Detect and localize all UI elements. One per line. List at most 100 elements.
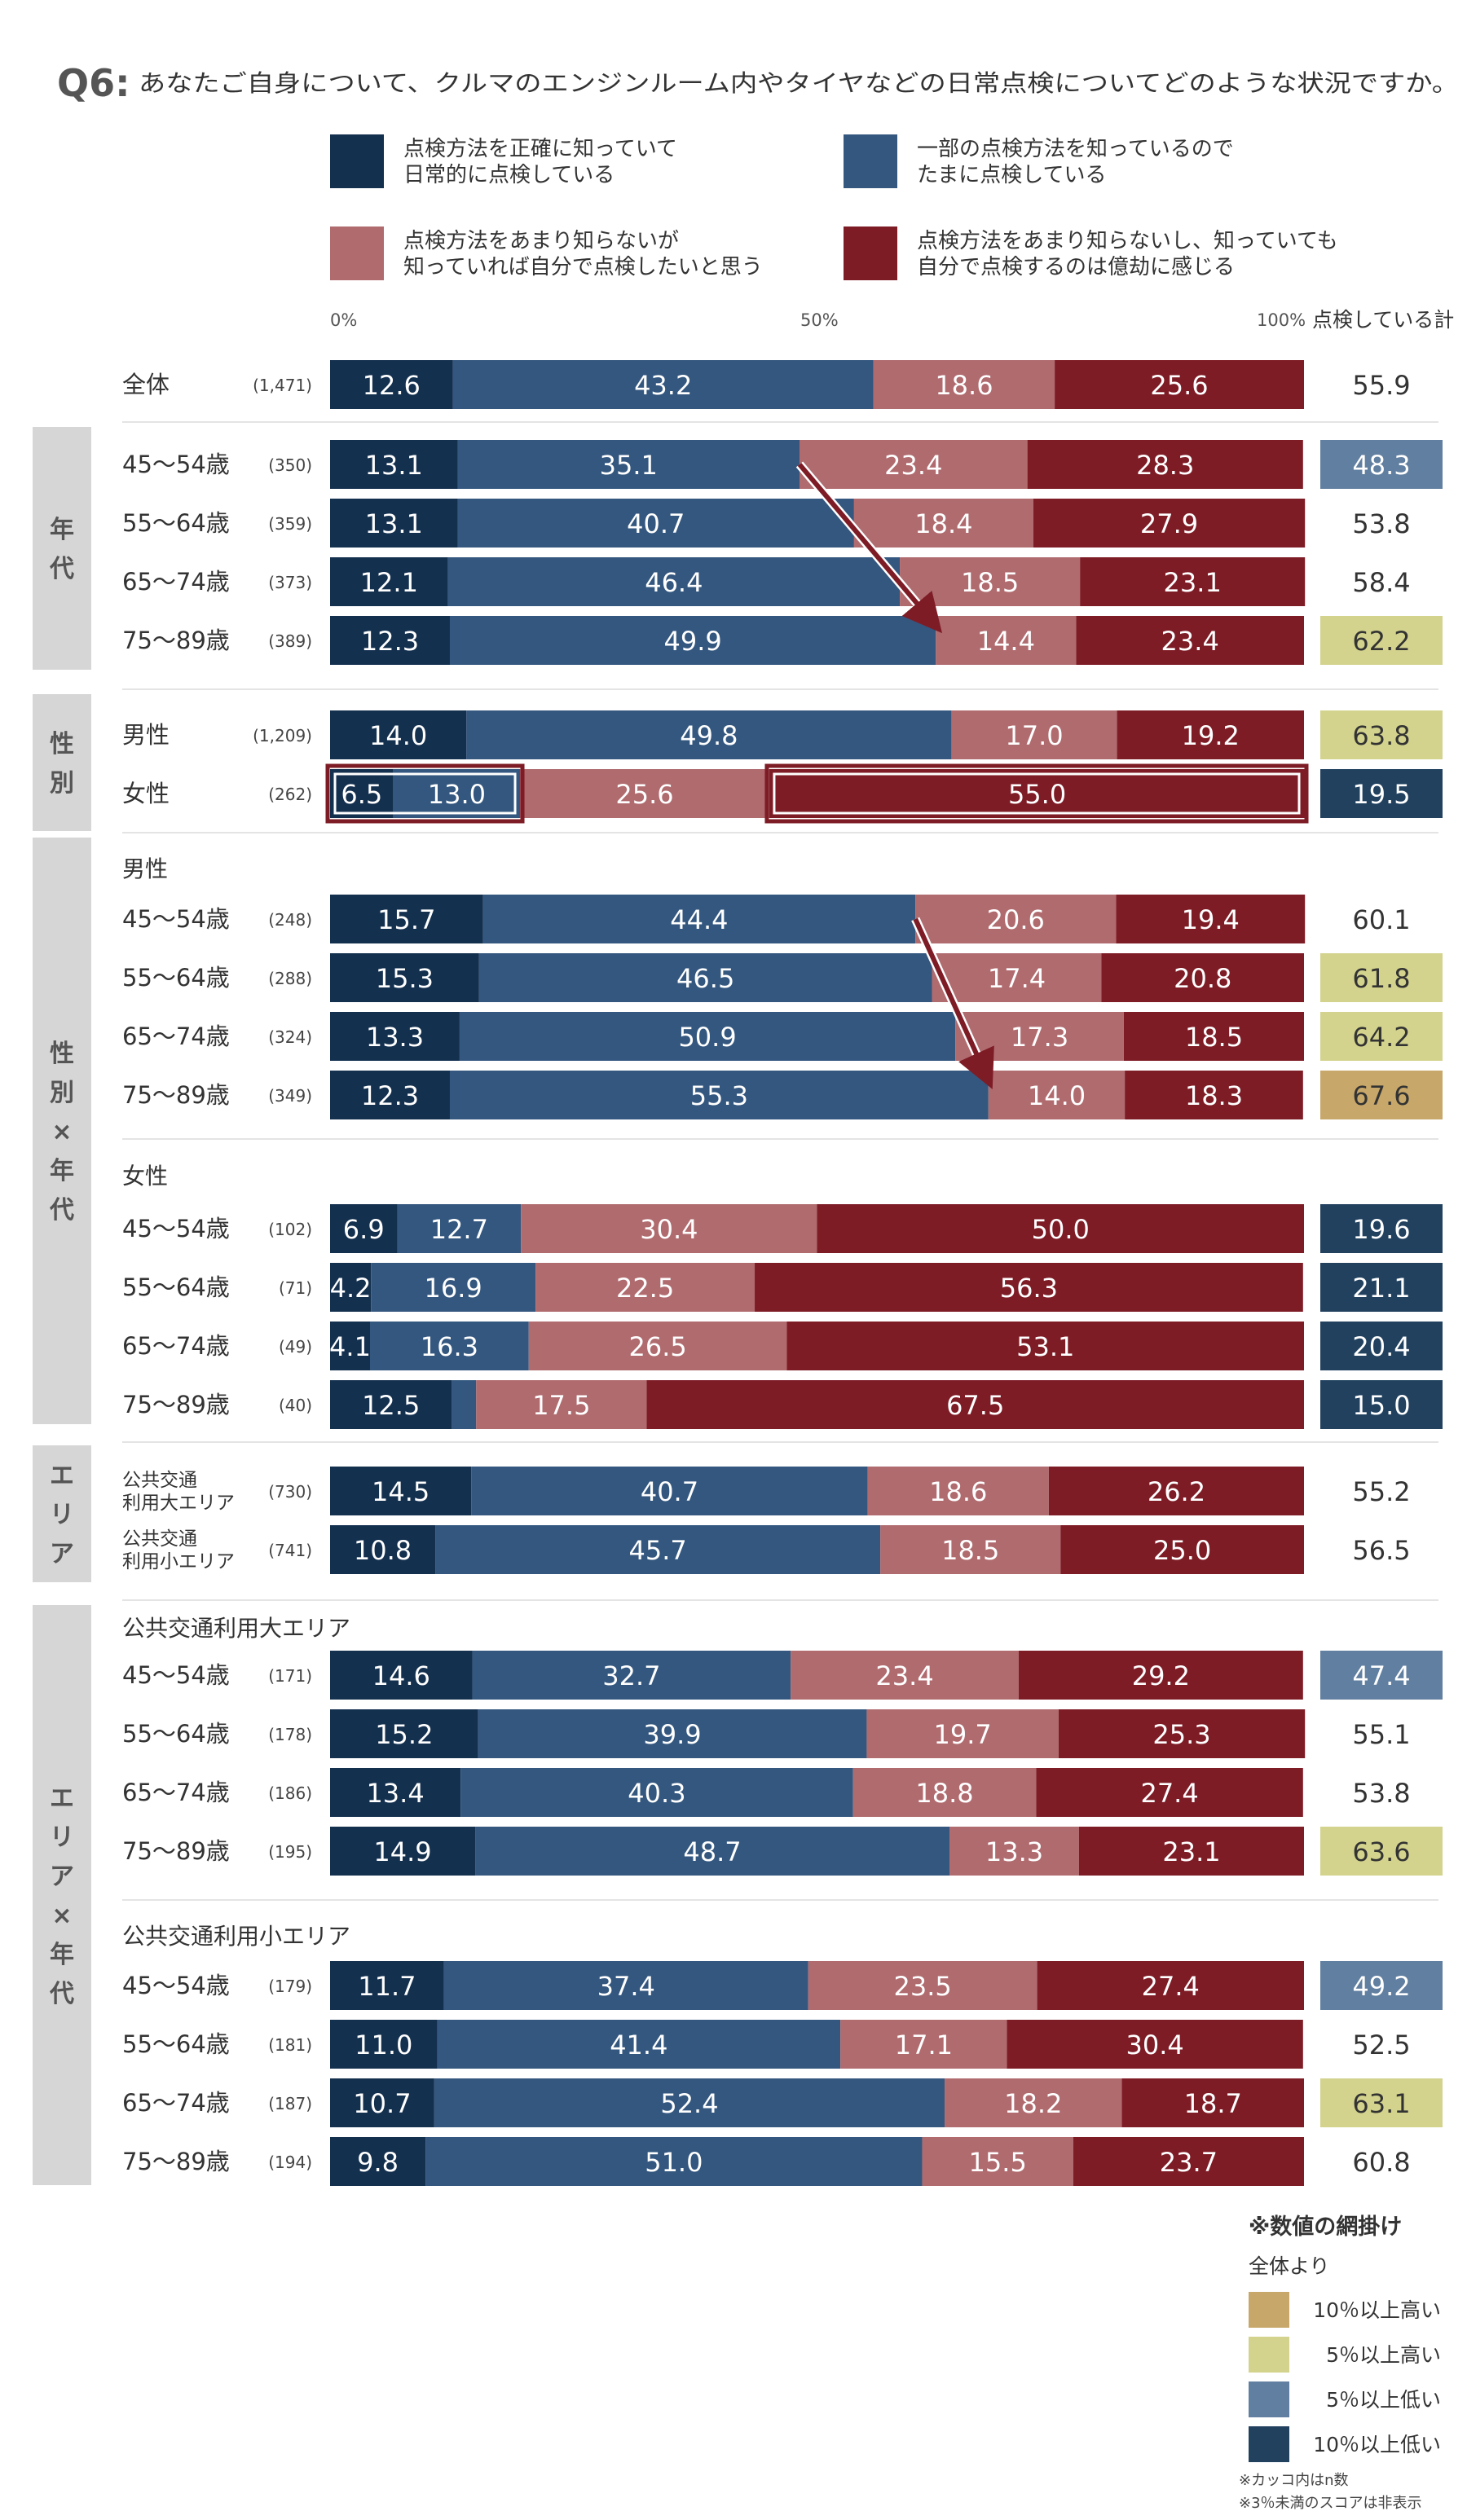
axis-tick-0: 0% xyxy=(330,310,357,330)
bar-segment-s2 xyxy=(369,1322,529,1370)
bar-segment-s1 xyxy=(330,1012,460,1061)
row-sample-size: (741) xyxy=(268,1541,312,1560)
bar-value-label: 50.0 xyxy=(1032,1214,1090,1245)
bar-value-label: 30.4 xyxy=(640,1214,698,1245)
bar-segment-s2 xyxy=(452,360,874,409)
shading-swatch-down5 xyxy=(1249,2381,1289,2417)
bar-segment-s4 xyxy=(1123,1012,1304,1061)
legend-label-2-line2: たまに点検している xyxy=(917,163,1106,187)
x-axis: 0% 50% 100% 点検している計 xyxy=(330,308,1454,332)
bar-segment-s4 xyxy=(1121,2078,1304,2127)
bar-value-label: 25.6 xyxy=(1150,370,1208,401)
bar-segment-s1 xyxy=(330,1380,452,1429)
bar-value-label: 20.6 xyxy=(987,904,1045,935)
row-sample-size: (324) xyxy=(268,1027,312,1047)
bar-segment-s3 xyxy=(951,710,1117,759)
row-sample-size: (349) xyxy=(268,1086,312,1106)
group-sidebar-label-char: 性 xyxy=(50,1040,74,1068)
note-sample-size: ※カッコ内はn数 xyxy=(1239,2472,1349,2489)
bar-segment-s2 xyxy=(466,710,952,759)
bar-segment-s3 xyxy=(873,360,1055,409)
total-value: 55.1 xyxy=(1352,1719,1410,1750)
subgroup-heading: 公共交通利用大エリア xyxy=(122,1615,350,1642)
bar-value-label: 12.3 xyxy=(361,1080,419,1111)
bar-segment-s2 xyxy=(478,953,932,1002)
subgroup-heading: 男性 xyxy=(122,855,168,882)
bar-value-label: 15.7 xyxy=(377,904,435,935)
bar-value-label: 13.3 xyxy=(985,1836,1043,1867)
bar-segment-s4 xyxy=(1060,1525,1304,1574)
bar-segment-s2 xyxy=(460,1768,853,1817)
bar-value-label: 55.0 xyxy=(1008,779,1066,810)
bar-segment-s4 xyxy=(1055,360,1304,409)
bar-segment-s3 xyxy=(476,1380,647,1429)
bar-segment-s1 xyxy=(330,1467,472,1515)
bar-value-label: 19.4 xyxy=(1182,904,1240,935)
total-highlight-up5 xyxy=(1320,616,1443,665)
bar-segment-s2 xyxy=(478,1709,867,1758)
bar-value-label: 17.1 xyxy=(895,2030,953,2060)
bar-segment-s2 xyxy=(371,1263,536,1312)
row-sample-size: (195) xyxy=(268,1842,312,1862)
bar-value-label: 18.5 xyxy=(1185,1022,1243,1053)
bar-segment-s2 xyxy=(475,1827,950,1876)
legend-swatch-4 xyxy=(844,226,897,280)
bar-segment-s1 xyxy=(330,1071,450,1119)
bar-value-label: 14.6 xyxy=(372,1660,430,1691)
bar-segment-s2 xyxy=(425,2137,923,2186)
group-sidebar-label-char: エ xyxy=(50,1784,74,1813)
bar-segment-s1 xyxy=(330,2078,434,2127)
bar-value-label: 10.7 xyxy=(353,2088,411,2119)
bar-value-label: 14.0 xyxy=(369,720,427,751)
row-sample-size: (179) xyxy=(268,1977,312,1996)
row-label: 45～54歳 xyxy=(122,1972,230,1999)
bar-segment-s3 xyxy=(535,1263,756,1312)
bar-value-label: 19.7 xyxy=(934,1719,992,1750)
row-sample-size: (186) xyxy=(268,1783,312,1803)
bar-segment-s3 xyxy=(528,1322,787,1370)
question-text: あなたご自身について、クルマのエンジンルーム内やタイヤなどの日常点検についてどの… xyxy=(139,69,1459,97)
total-value: 63.8 xyxy=(1352,720,1410,751)
total-value: 47.4 xyxy=(1352,1660,1410,1691)
row-sample-size: (1,471) xyxy=(253,376,312,395)
legend-swatch-2 xyxy=(844,134,897,188)
bar-segment-s4 xyxy=(1117,710,1304,759)
total-highlight-up5 xyxy=(1320,1012,1443,1061)
bar-segment-s1 xyxy=(330,1709,478,1758)
legend-label-4-line2: 自分で点検するのは億劫に感じる xyxy=(917,255,1235,279)
bar-value-label: 56.3 xyxy=(1000,1273,1058,1304)
shading-label-up5: 5％以上高い xyxy=(1326,2343,1441,2367)
bar-value-label: 18.3 xyxy=(1185,1080,1243,1111)
bar-segment-s2 xyxy=(435,1525,881,1574)
bar-segment-s2 xyxy=(449,1071,989,1119)
bar-segment-s4 xyxy=(1078,1827,1304,1876)
group-sidebar-label-char: ア xyxy=(50,1540,74,1568)
total-highlight-down10 xyxy=(1320,1380,1443,1429)
bar-segment-s2 xyxy=(471,1467,868,1515)
bar-value-label: 27.9 xyxy=(1140,508,1198,539)
bar-value-label: 13.1 xyxy=(365,450,423,481)
bar-segment-s4 xyxy=(1027,440,1303,489)
bar-value-label: 9.8 xyxy=(357,2147,399,2178)
bar-value-label: 28.3 xyxy=(1136,450,1194,481)
bar-value-label: 30.4 xyxy=(1126,2030,1184,2060)
total-highlight-down10 xyxy=(1320,769,1443,818)
chart-header: Q6: あなたご自身について、クルマのエンジンルーム内やタイヤなどの日常点検につ… xyxy=(57,61,1459,105)
bar-value-label: 18.2 xyxy=(1004,2088,1062,2119)
row-label: 75～89歳 xyxy=(122,1081,230,1109)
total-value: 48.3 xyxy=(1352,450,1410,481)
group-sidebar-label-char: 年 xyxy=(50,516,74,544)
bar-segment-s3 xyxy=(945,2078,1122,2127)
bar-value-label: 23.4 xyxy=(1161,626,1219,657)
group-sidebar-label-char: 別 xyxy=(50,769,74,798)
row-label: 75～89歳 xyxy=(122,1837,230,1865)
bar-segment-s1 xyxy=(330,1827,476,1876)
total-value: 56.5 xyxy=(1352,1535,1410,1566)
bar-value-label: 50.9 xyxy=(678,1022,736,1053)
bar-value-label: 14.0 xyxy=(1028,1080,1086,1111)
row-sample-size: (359) xyxy=(268,514,312,534)
group-sidebar-2 xyxy=(33,694,91,831)
bar-segment-s1 xyxy=(330,440,458,489)
bar-value-label: 26.2 xyxy=(1148,1476,1205,1507)
